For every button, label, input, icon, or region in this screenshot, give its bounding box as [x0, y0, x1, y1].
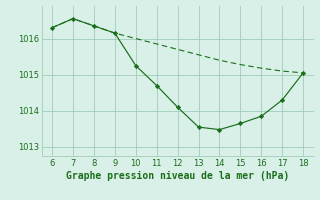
X-axis label: Graphe pression niveau de la mer (hPa): Graphe pression niveau de la mer (hPa): [66, 171, 289, 181]
